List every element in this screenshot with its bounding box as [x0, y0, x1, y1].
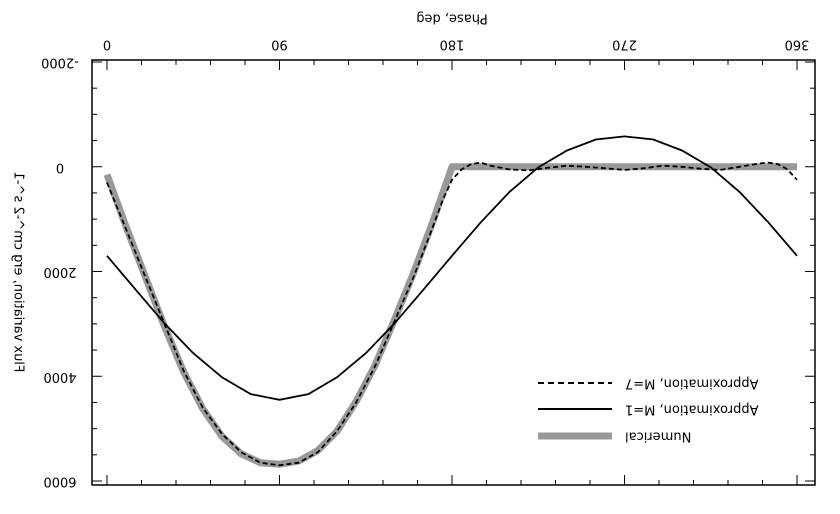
x-tick-label: 180	[440, 37, 465, 52]
y-tick-marks	[92, 61, 815, 482]
legend-entry-label: Numerical	[625, 429, 691, 444]
legend-entry-group: Approximation, M=1	[625, 402, 759, 417]
y-tick-label: 2000	[43, 264, 76, 279]
y-tick-label-group: 6000	[43, 474, 76, 489]
series-layer	[103, 135, 798, 468]
y-tick-label: 0	[56, 159, 64, 174]
x-tick-label: 360	[785, 37, 810, 52]
y-tick-label: 6000	[43, 474, 76, 489]
plot-frame	[91, 59, 816, 486]
y-tick-label: -2000	[41, 55, 79, 70]
series-line-approximation-m-1	[106, 135, 798, 401]
x-axis-label: Phase, deg	[416, 11, 488, 26]
x-tick-label: 270	[612, 37, 637, 52]
y-tick-labels: -2000 0 2000 4000 6000	[41, 55, 79, 489]
y-tick-label-group: 2000	[43, 264, 76, 279]
x-tick-label: 90	[271, 37, 288, 52]
legend-entry-label: Approximation, M=7	[625, 376, 759, 391]
legend-entry-group: Approximation, M=7	[625, 376, 759, 391]
x-tick-label-group: 0	[103, 37, 111, 52]
x-tick-label-group: 90	[271, 37, 288, 52]
x-axis-label-group: Phase, deg	[416, 11, 488, 26]
legend-entry-group: Numerical	[625, 429, 691, 444]
y-tick-label-group: -2000	[41, 55, 79, 70]
legend-entry-label: Approximation, M=1	[625, 402, 759, 417]
y-tick-label-group: 0	[56, 159, 64, 174]
x-tick-marks	[106, 60, 798, 485]
legend: Approximation, M=7 Approximation, M=1 Nume…	[538, 376, 759, 444]
y-axis-label: Flux variation, erg cm^-2 s^-1	[11, 172, 26, 373]
series-line-approximation-m-7	[106, 161, 798, 467]
x-tick-label-group: 270	[612, 37, 637, 52]
x-tick-labels: 0 90 180 270 360	[103, 37, 810, 52]
x-tick-label-group: 360	[785, 37, 810, 52]
x-tick-label: 0	[103, 37, 111, 52]
y-tick-label: 4000	[43, 369, 76, 384]
y-axis-label-group: Flux variation, erg cm^-2 s^-1	[11, 172, 26, 373]
y-tick-label-group: 4000	[43, 369, 76, 384]
x-tick-label-group: 180	[440, 37, 465, 52]
